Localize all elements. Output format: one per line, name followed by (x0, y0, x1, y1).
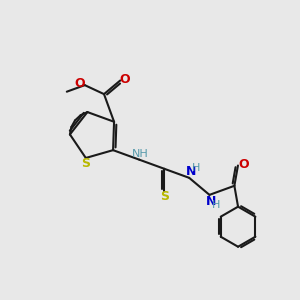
Text: H: H (191, 163, 200, 172)
Text: N: N (185, 165, 196, 178)
Text: O: O (238, 158, 249, 171)
Text: N: N (206, 195, 216, 208)
Text: NH: NH (132, 149, 148, 159)
Text: S: S (160, 190, 169, 203)
Text: O: O (75, 77, 86, 90)
Text: H: H (212, 200, 220, 210)
Text: O: O (119, 74, 130, 86)
Text: S: S (81, 158, 90, 170)
